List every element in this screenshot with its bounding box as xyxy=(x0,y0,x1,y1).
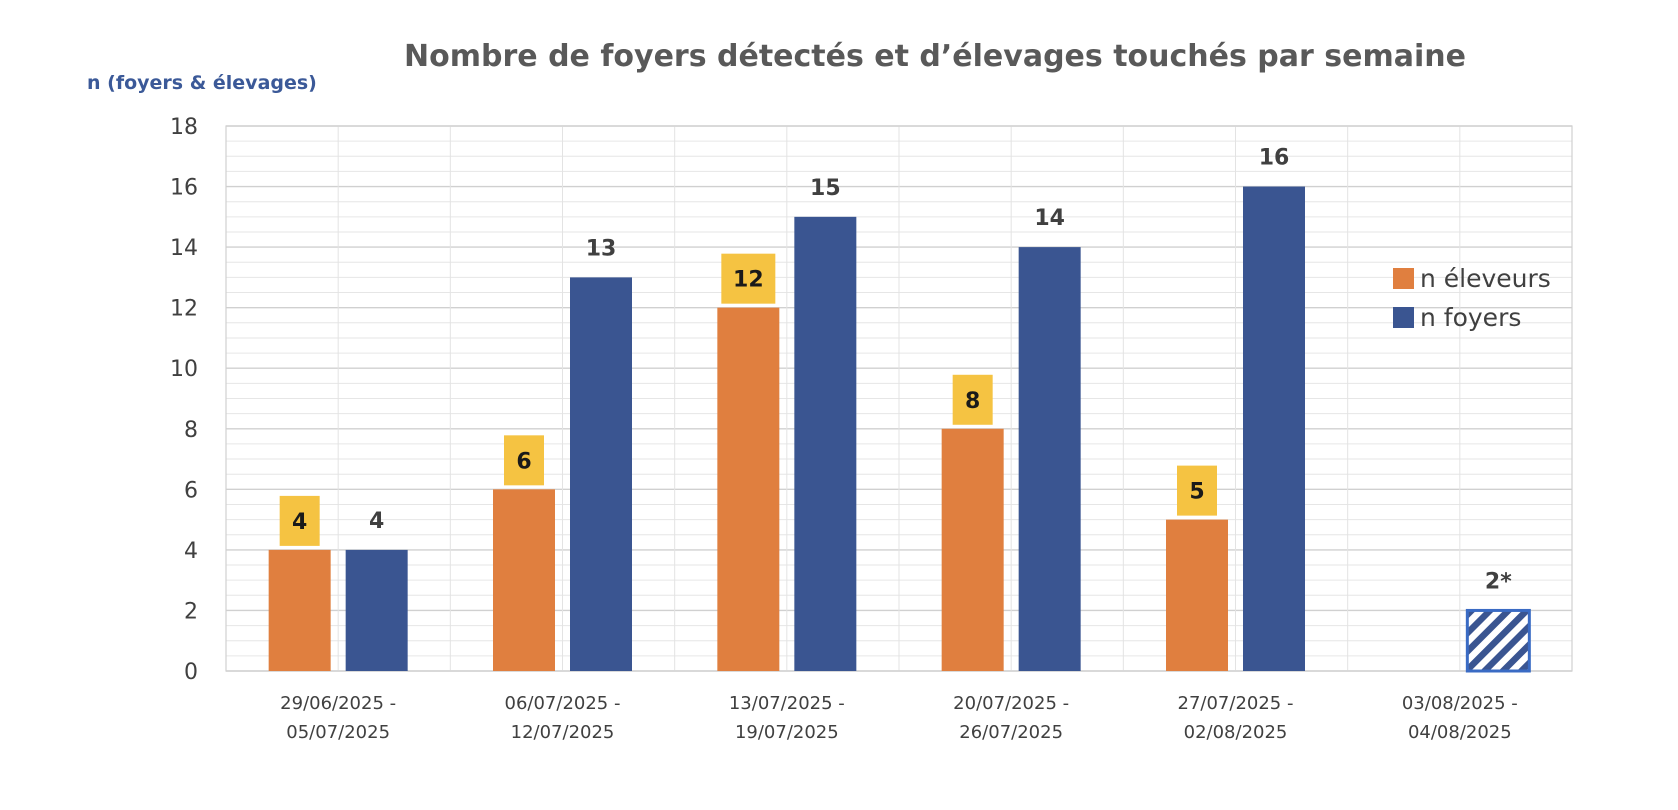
bar-eleveurs xyxy=(268,549,331,671)
y-tick-label: 8 xyxy=(184,418,198,443)
bar-eleveurs xyxy=(717,307,780,671)
y-tick-label: 6 xyxy=(184,478,198,503)
data-label-foyers: 14 xyxy=(1034,206,1065,231)
x-tick-label: 13/07/2025 - xyxy=(729,693,845,714)
legend-label: n éleveurs xyxy=(1420,264,1551,293)
data-label-eleveurs: 4 xyxy=(292,510,307,535)
plot-border xyxy=(225,125,1573,672)
x-tick-label: 19/07/2025 xyxy=(735,722,839,743)
x-tick-label: 03/08/2025 - xyxy=(1402,693,1518,714)
x-tick-label: 04/08/2025 xyxy=(1408,722,1512,743)
data-label-eleveurs: 6 xyxy=(516,449,531,474)
bar-eleveurs xyxy=(941,428,1004,671)
legend-label: n foyers xyxy=(1420,303,1521,332)
y-tick-label: 18 xyxy=(170,115,198,140)
y-tick-label: 10 xyxy=(170,357,198,382)
y-tick-label: 12 xyxy=(170,297,198,322)
y-tick-label: 4 xyxy=(184,539,198,564)
data-label-eleveurs: 8 xyxy=(965,389,980,414)
data-label-bg-eleveurs xyxy=(1177,465,1217,516)
bar-foyers xyxy=(345,549,408,671)
legend-swatch xyxy=(1393,268,1414,289)
y-axis-ticks: 0 2 4 6 8 10 12 14 16 18 xyxy=(170,115,198,685)
y-tick-label: 0 xyxy=(184,660,198,685)
bar-eleveurs xyxy=(493,489,555,671)
data-label-bg-eleveurs xyxy=(952,374,993,425)
data-label-bg-eleveurs xyxy=(279,495,320,546)
x-tick-label: 26/07/2025 xyxy=(959,722,1063,743)
data-label-foyers: 15 xyxy=(810,176,841,201)
data-label-foyers: 16 xyxy=(1259,146,1290,171)
bar-foyers xyxy=(1465,608,1531,673)
x-tick-label: 29/06/2025 - xyxy=(280,693,396,714)
data-label-foyers: 2* xyxy=(1485,569,1512,594)
x-tick-label: 05/07/2025 xyxy=(286,722,390,743)
data-label-bg-eleveurs xyxy=(721,253,776,304)
x-tick-label: 27/07/2025 - xyxy=(1178,693,1294,714)
bars xyxy=(268,186,1531,673)
x-tick-label: 02/08/2025 xyxy=(1184,722,1288,743)
data-label-eleveurs: 12 xyxy=(733,268,764,293)
bar-eleveurs xyxy=(1166,519,1228,671)
legend: n éleveurs n foyers xyxy=(1393,264,1551,332)
data-labels: 4 4 6 13 12 15 8 14 5 16 2* xyxy=(279,146,1512,594)
x-axis-ticks: 29/06/2025 - 05/07/2025 06/07/2025 - 12/07/… xyxy=(280,693,1518,743)
bar-foyers xyxy=(1243,186,1305,672)
x-tick-label: 20/07/2025 - xyxy=(953,693,1069,714)
bar-foyers xyxy=(1018,247,1081,671)
y-tick-label: 16 xyxy=(170,176,198,201)
grid xyxy=(225,125,1573,672)
y-tick-label: 14 xyxy=(170,236,198,261)
x-tick-label: 06/07/2025 - xyxy=(505,693,621,714)
bar-foyers xyxy=(794,216,857,672)
data-label-foyers: 4 xyxy=(369,509,384,534)
bar-foyers xyxy=(570,277,632,671)
data-label-bg-eleveurs xyxy=(504,435,544,486)
chart-title: Nombre de foyers détectés et d’élevages … xyxy=(404,39,1466,74)
y-axis-label: n (foyers & élevages) xyxy=(87,72,317,94)
data-label-foyers: 13 xyxy=(586,236,617,261)
x-tick-label: 12/07/2025 xyxy=(511,722,615,743)
y-tick-label: 2 xyxy=(184,599,198,624)
data-label-eleveurs: 5 xyxy=(1189,480,1204,505)
legend-swatch xyxy=(1393,307,1414,328)
